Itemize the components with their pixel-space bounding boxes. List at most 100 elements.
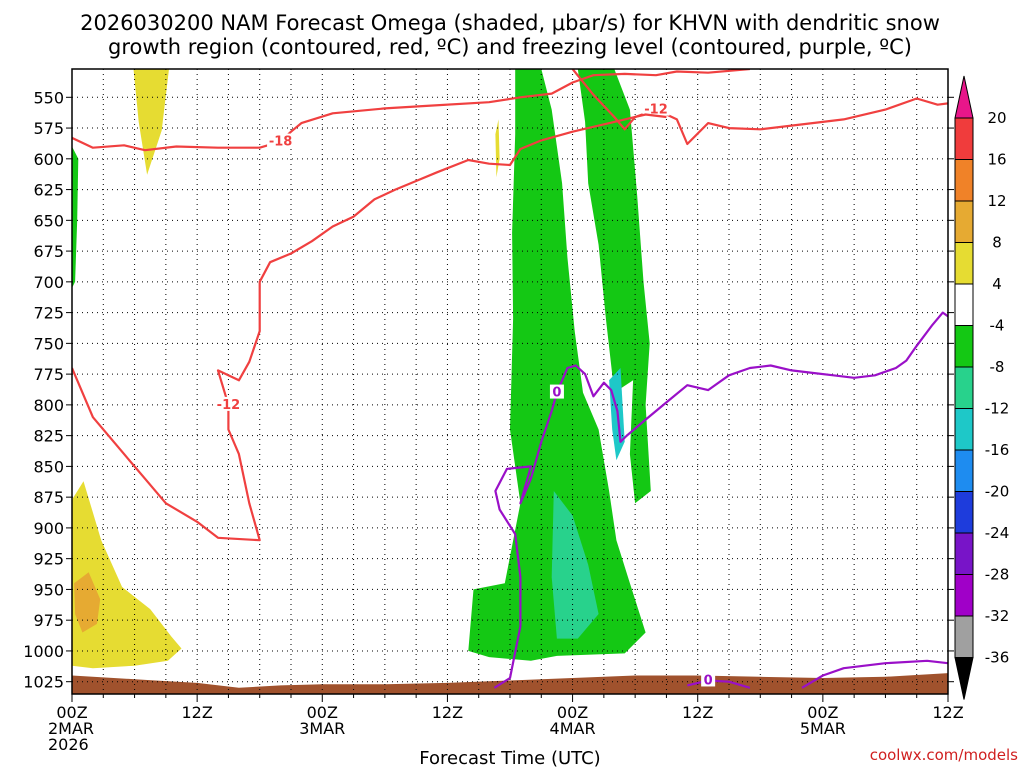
omega-region-green-main: [468, 69, 646, 661]
ground-layer: [72, 673, 948, 694]
colorbar-segment: [954, 491, 974, 534]
y-axis: 550 575 600 625 650 675 700 725 750 775 800 825 850 8…: [23, 88, 954, 692]
freezing-level-layer: 00: [493, 311, 948, 689]
omega-region-green-left-edge: [72, 146, 79, 288]
dgz-contour-label: -18: [269, 135, 293, 150]
colorbar-segment: [954, 242, 974, 285]
omega-region-yellow-lower-left: [72, 481, 182, 669]
colorbar-label: 16: [987, 151, 1006, 169]
x-tick-label: 00Z: [557, 703, 588, 722]
y-tick-label: 850: [33, 457, 64, 476]
y-tick-label: 900: [33, 519, 64, 538]
y-tick-label: 800: [33, 396, 64, 415]
x-tick-label: 00Z: [807, 703, 838, 722]
x-tick-label: 12Z: [932, 703, 963, 722]
colorbar-segment: [954, 117, 974, 160]
y-tick-label: 675: [33, 242, 64, 261]
omega-region-green-right-column: [577, 69, 651, 504]
colorbar-label: 8: [992, 234, 1002, 252]
x-tick-label: 12Z: [432, 703, 463, 722]
credit-text: coolwx.com/models: [870, 746, 1018, 764]
x-tick-label: 12Z: [181, 703, 212, 722]
freezing-contour-2: [801, 659, 948, 689]
y-tick-label: 550: [33, 88, 64, 107]
x-tick-label: 2MAR: [48, 719, 94, 738]
y-tick-label: 1025: [23, 673, 64, 692]
y-tick-label: 1000: [23, 642, 64, 661]
y-tick-label: 925: [33, 550, 64, 569]
colorbar-label: 12: [987, 192, 1006, 210]
dgz-contour-0: [72, 69, 750, 152]
colorbar: 20 16 12 8 4 -4 -8 -12 -16 -20 -24 -28 -32 -36: [954, 75, 1010, 700]
y-tick-label: 950: [33, 580, 64, 599]
colorbar-segment: [954, 200, 974, 243]
y-tick-label: 750: [33, 334, 64, 353]
freezing-contour-label: 0: [704, 673, 713, 688]
colorbar-segment: [954, 532, 974, 575]
freezing-contour-1: [687, 679, 751, 689]
colorbar-label: -28: [985, 566, 1010, 584]
chart-title-line-1: 2026030200 NAM Forecast Omega (shaded, μ…: [80, 11, 940, 35]
x-axis-label: Forecast Time (UTC): [419, 748, 600, 768]
y-tick-label: 875: [33, 488, 64, 507]
y-tick-label: 975: [33, 611, 64, 630]
omega-region-yellow-upper-left: [133, 69, 169, 175]
dgz-label-bg: [267, 133, 295, 148]
dgz-label-bg: [214, 396, 242, 411]
colorbar-label: -12: [985, 400, 1010, 418]
x-tick-label: 00Z: [307, 703, 338, 722]
colorbar-segment: [954, 366, 974, 409]
colorbar-label: -20: [985, 483, 1010, 501]
colorbar-segment: [954, 283, 974, 326]
x-tick-label: 5MAR: [800, 719, 846, 738]
freezing-label-bg: [549, 384, 564, 399]
colorbar-label: -32: [985, 607, 1010, 625]
omega-shading-layer: [72, 69, 651, 669]
colorbar-label: 4: [992, 275, 1002, 293]
x-tick-label: 4MAR: [550, 719, 596, 738]
y-tick-label: 700: [33, 273, 64, 292]
colorbar-label: -16: [985, 441, 1010, 459]
colorbar-label: -24: [985, 524, 1010, 542]
colorbar-label: -4: [990, 317, 1005, 335]
y-tick-label: 575: [33, 119, 64, 138]
ground-fill: [72, 673, 948, 694]
colorbar-segment: [954, 449, 974, 492]
dgz-contour-label: -12: [217, 398, 241, 413]
dgz-contour-1: [571, 69, 948, 146]
colorbar-segment: [954, 408, 974, 451]
colorbar-label: 20: [987, 109, 1006, 127]
colorbar-label: -36: [985, 649, 1010, 667]
freezing-contour-0: [493, 311, 948, 689]
x-tick-label: 00Z: [56, 703, 87, 722]
grid-layer: [72, 69, 948, 694]
colorbar-bottom-arrow: [954, 657, 974, 700]
colorbar-segment: [954, 574, 974, 617]
y-tick-label: 600: [33, 150, 64, 169]
x-tick-label: 2026: [48, 735, 89, 754]
colorbar-segment: [954, 325, 974, 368]
dgz-label-bg: [642, 101, 670, 116]
plot-area: -18-12-12 00: [72, 69, 948, 694]
freezing-contour-label: 0: [552, 386, 561, 401]
dgz-contour-2: [72, 113, 667, 542]
y-tick-label: 825: [33, 427, 64, 446]
omega-region-yellow-thin-streak: [495, 119, 500, 178]
colorbar-segment: [954, 159, 974, 202]
dgz-contour-layer: -18 -12 -12: [72, 69, 948, 542]
y-tick-label: 775: [33, 365, 64, 384]
freezing-label-bg: [701, 672, 716, 687]
omega-region-orange-lower-left: [74, 572, 101, 633]
omega-region-teal-lower: [551, 491, 599, 639]
colorbar-segment: [954, 615, 974, 658]
colorbar-top-arrow: [954, 75, 974, 119]
y-tick-label: 725: [33, 304, 64, 323]
chart-title-line-2: growth region (contoured, red, ºC) and f…: [108, 35, 912, 59]
colorbar-label: -8: [990, 358, 1005, 376]
x-tick-label: 3MAR: [299, 719, 345, 738]
dgz-contour-label: -12: [644, 103, 668, 118]
x-tick-label: 12Z: [682, 703, 713, 722]
y-tick-label: 625: [33, 181, 64, 200]
